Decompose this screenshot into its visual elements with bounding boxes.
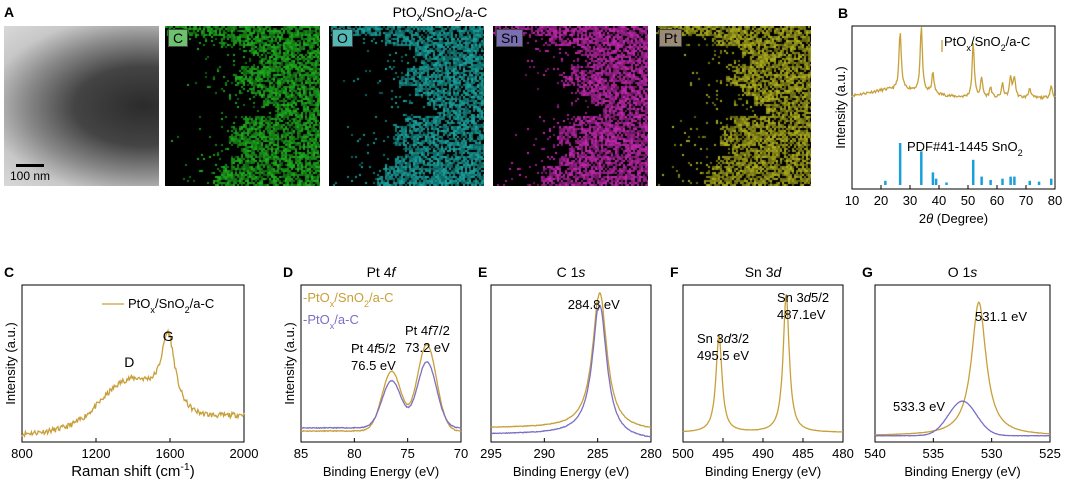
peak-label: Pt 4f7/2 xyxy=(405,323,450,338)
panel-a-title: PtOx/SnO2/a-C xyxy=(392,4,488,24)
xrd-curve xyxy=(851,27,1056,101)
x-tick-label: 85 xyxy=(294,446,308,461)
plot-frame-b xyxy=(851,25,1056,190)
peak-value: 73.2 eV xyxy=(405,340,450,355)
panel-letter-b: B xyxy=(838,5,848,21)
x-tick-label: 60 xyxy=(990,193,1004,208)
x-axis-label: 2θ (Degree) xyxy=(919,211,988,226)
x-tick-label: 295 xyxy=(480,446,502,461)
eds-map-pixels xyxy=(656,26,811,186)
x-tick-label: 30 xyxy=(903,193,917,208)
y-axis-label: Intensity (a.u.) xyxy=(3,322,18,404)
x-tick-label: 50 xyxy=(961,193,975,208)
tem-image: 100 nm xyxy=(4,26,159,186)
peak-label: Sn 3d5/2 xyxy=(777,290,829,305)
panel-letter-a: A xyxy=(4,4,15,20)
eds-map-pt: Pt xyxy=(656,26,811,186)
x-tick-label: 490 xyxy=(752,446,774,461)
x-tick-label: 80 xyxy=(1048,193,1062,208)
panel-letter-f: F xyxy=(670,264,679,280)
x-tick-label: 485 xyxy=(792,446,814,461)
xps-curve-c1s xyxy=(490,292,652,429)
legend-label: PtOx/SnO2/a-C xyxy=(944,34,1030,53)
eds-map-label: O xyxy=(332,29,353,47)
x-tick-label: 535 xyxy=(922,446,944,461)
plot-frame-d xyxy=(300,284,462,443)
plot-frame-g xyxy=(874,284,1051,443)
eds-map-label: Sn xyxy=(496,29,524,47)
panel-title-d: Pt 4f xyxy=(367,264,398,280)
raman-curve xyxy=(21,328,245,438)
scale-bar xyxy=(16,164,44,167)
panel-title-e: C 1s xyxy=(557,264,586,280)
xps-curve-o1s-ptox-sno2 xyxy=(874,301,1051,436)
panel-title-g: O 1s xyxy=(948,264,978,280)
x-axis-label: Binding Energy (eV) xyxy=(323,464,439,479)
y-axis-label: Intensity (a.u.) xyxy=(282,322,297,404)
x-tick-label: 525 xyxy=(1039,446,1061,461)
eds-map-pixels xyxy=(165,26,320,186)
eds-map-label: C xyxy=(168,29,189,47)
x-tick-label: 285 xyxy=(587,446,609,461)
x-tick-label: 480 xyxy=(832,446,854,461)
x-tick-label: 20 xyxy=(874,193,888,208)
x-tick-label: 800 xyxy=(11,446,33,461)
xps-curve-sn3d xyxy=(682,294,844,433)
plot-frame-e xyxy=(490,284,652,443)
legend-label: -PtOx/SnO2/a-C xyxy=(303,290,394,309)
panel-letter-c: C xyxy=(4,264,14,280)
peak-label-d: D xyxy=(124,354,134,370)
reference-label: PDF#41-1445 SnO2 xyxy=(907,139,1023,158)
x-axis-label: Raman shift (cm-1) xyxy=(71,461,195,480)
eds-map-pixels xyxy=(329,26,484,186)
x-axis-label: Binding Energy (eV) xyxy=(513,464,629,479)
peak-value: 531.1 eV xyxy=(975,309,1027,324)
x-tick-label: 540 xyxy=(864,446,886,461)
panel-letter-g: G xyxy=(862,264,873,280)
scale-bar-label: 100 nm xyxy=(10,169,51,183)
peak-value: 533.3 eV xyxy=(893,399,945,414)
xps-curve-o1s-ptox xyxy=(874,400,1051,437)
x-axis-label: Binding Energy (eV) xyxy=(705,464,821,479)
x-tick-label: 290 xyxy=(533,446,555,461)
peak-label: Pt 4f5/2 xyxy=(351,341,396,356)
peak-value: 495.5 eV xyxy=(697,348,749,363)
peak-value: 487.1eV xyxy=(777,307,826,322)
x-tick-label: 70 xyxy=(1019,193,1033,208)
x-tick-label: 75 xyxy=(400,446,414,461)
x-tick-label: 70 xyxy=(454,446,468,461)
x-tick-label: 80 xyxy=(347,446,361,461)
eds-map-sn: Sn xyxy=(493,26,648,186)
peak-label-g: G xyxy=(163,328,174,344)
panel-title-f: Sn 3d xyxy=(745,264,783,280)
y-axis-label: Intensity (a.u.) xyxy=(833,66,848,148)
x-tick-label: 500 xyxy=(672,446,694,461)
peak-label: Sn 3d3/2 xyxy=(697,331,749,346)
eds-map-c: C xyxy=(165,26,320,186)
peak-value: 76.5 eV xyxy=(351,358,396,373)
x-tick-label: 495 xyxy=(712,446,734,461)
x-axis-label: Binding Energy (eV) xyxy=(904,464,1020,479)
peak-value: 284.8 eV xyxy=(568,297,620,312)
x-tick-label: 280 xyxy=(640,446,662,461)
xps-curve-ptox-sno2 xyxy=(300,343,462,433)
eds-map-label: Pt xyxy=(659,29,683,47)
x-tick-label: 2000 xyxy=(230,446,259,461)
xps-curve-c1s xyxy=(490,304,652,438)
xps-curve-ptox xyxy=(300,361,462,430)
panel-letter-e: E xyxy=(478,264,487,280)
x-tick-label: 530 xyxy=(981,446,1003,461)
x-tick-label: 10 xyxy=(845,193,859,208)
x-tick-label: 40 xyxy=(932,193,946,208)
eds-map-o: O xyxy=(329,26,484,186)
x-tick-label: 1600 xyxy=(156,446,185,461)
legend-label: PtOx/SnO2/a-C xyxy=(128,296,214,315)
x-tick-label: 1200 xyxy=(82,446,111,461)
eds-map-pixels xyxy=(493,26,648,186)
plot-frame-c xyxy=(21,284,245,443)
legend-label: -PtOx/a-C xyxy=(303,312,359,331)
panel-letter-d: D xyxy=(283,264,293,280)
